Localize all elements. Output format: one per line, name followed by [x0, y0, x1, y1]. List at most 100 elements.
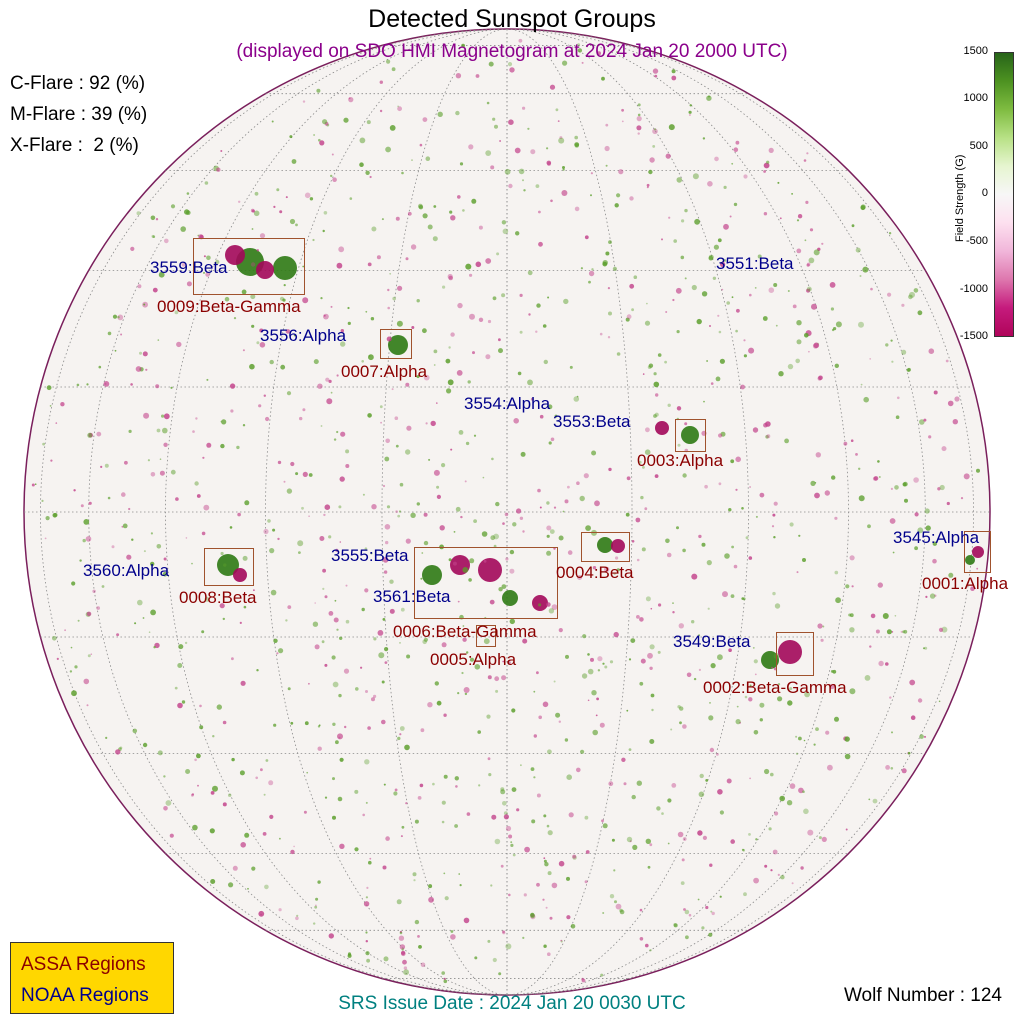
- network-field-dot: [203, 504, 210, 511]
- network-field-dot: [365, 310, 368, 313]
- network-field-dot: [682, 473, 687, 478]
- noaa-region-label: 3554:Alpha: [464, 394, 551, 413]
- network-field-dot: [802, 558, 806, 562]
- network-field-dot: [709, 747, 715, 753]
- network-field-dot: [87, 432, 93, 438]
- network-field-dot: [650, 607, 653, 610]
- network-field-dot: [860, 383, 863, 386]
- network-field-dot: [290, 721, 294, 725]
- network-field-dot: [844, 736, 850, 742]
- network-field-dot: [558, 628, 563, 633]
- network-field-dot: [803, 808, 809, 815]
- network-field-dot: [380, 421, 382, 424]
- network-field-dot: [562, 60, 568, 66]
- network-field-dot: [366, 958, 370, 963]
- network-field-dot: [685, 935, 689, 940]
- noaa-region-label: 3545:Alpha: [893, 528, 980, 547]
- network-field-dot: [79, 559, 82, 562]
- network-field-dot: [538, 241, 543, 247]
- network-field-dot: [196, 753, 201, 759]
- network-field-dot: [938, 627, 944, 633]
- network-field-dot: [215, 259, 220, 265]
- network-field-dot: [343, 117, 349, 123]
- network-field-dot: [710, 382, 714, 385]
- network-field-dot: [887, 292, 892, 297]
- network-field-dot: [522, 638, 528, 644]
- network-field-dot: [688, 110, 692, 114]
- network-field-dot: [76, 383, 80, 387]
- network-field-dot: [744, 695, 748, 699]
- network-field-dot: [399, 944, 406, 950]
- network-field-dot: [640, 658, 646, 664]
- network-field-dot: [666, 552, 672, 558]
- network-field-dot: [397, 736, 401, 741]
- network-field-dot: [323, 313, 329, 320]
- network-field-dot: [41, 499, 44, 502]
- network-field-dot: [631, 308, 634, 312]
- network-field-dot: [694, 218, 700, 225]
- sunspot: [502, 590, 518, 606]
- network-field-dot: [436, 700, 442, 706]
- network-field-dot: [716, 753, 719, 756]
- network-field-dot: [535, 330, 538, 333]
- network-field-dot: [545, 906, 548, 909]
- network-field-dot: [728, 648, 732, 652]
- network-field-dot: [764, 768, 770, 775]
- network-field-dot: [774, 603, 781, 609]
- network-field-dot: [365, 931, 368, 934]
- sunspot: [217, 554, 239, 576]
- network-field-dot: [158, 271, 165, 278]
- network-field-dot: [889, 518, 896, 524]
- network-field-dot: [923, 647, 925, 650]
- network-field-dot: [159, 470, 165, 476]
- network-field-dot: [713, 244, 720, 250]
- network-field-dot: [450, 448, 453, 451]
- network-field-dot: [724, 553, 730, 559]
- network-field-dot: [631, 794, 636, 800]
- network-field-dot: [427, 702, 433, 708]
- network-field-dot: [299, 416, 303, 421]
- network-field-dot: [712, 276, 717, 280]
- region-box: [380, 329, 412, 359]
- network-field-dot: [706, 560, 712, 566]
- network-field-dot: [766, 160, 770, 164]
- network-field-dot: [410, 512, 416, 518]
- network-field-dot: [547, 296, 550, 299]
- network-field-dot: [220, 420, 223, 423]
- network-field-dot: [428, 458, 431, 461]
- network-field-dot: [512, 853, 516, 857]
- network-field-dot: [442, 285, 446, 289]
- network-field-dot: [804, 333, 809, 338]
- network-field-dot: [537, 488, 541, 493]
- network-field-dot: [142, 351, 148, 357]
- sunspot: [972, 546, 984, 558]
- network-field-dot: [676, 526, 679, 530]
- network-field-dot: [645, 838, 651, 844]
- network-field-dot: [549, 529, 555, 534]
- longitude-line: [165, 29, 508, 995]
- network-field-dot: [616, 352, 621, 356]
- network-field-dot: [293, 334, 296, 337]
- network-field-dot: [354, 789, 359, 794]
- network-field-dot: [486, 714, 491, 719]
- network-field-dot: [763, 170, 766, 173]
- network-field-dot: [719, 358, 726, 364]
- network-field-dot: [501, 293, 506, 298]
- network-field-dot: [501, 220, 507, 225]
- network-field-dot: [191, 793, 195, 796]
- network-field-dot: [533, 690, 536, 693]
- network-field-dot: [401, 951, 406, 957]
- network-field-dot: [359, 137, 366, 144]
- network-field-dot: [389, 608, 395, 614]
- network-field-dot: [433, 349, 438, 354]
- network-field-dot: [295, 916, 299, 921]
- network-field-dot: [402, 959, 407, 965]
- network-field-dot: [591, 690, 597, 696]
- network-field-dot: [414, 919, 420, 925]
- network-field-dot: [42, 442, 45, 446]
- network-field-dot: [184, 641, 188, 645]
- network-field-dot: [908, 294, 913, 300]
- network-field-dot: [304, 192, 311, 199]
- network-field-dot: [619, 908, 623, 913]
- network-field-dot: [835, 321, 842, 328]
